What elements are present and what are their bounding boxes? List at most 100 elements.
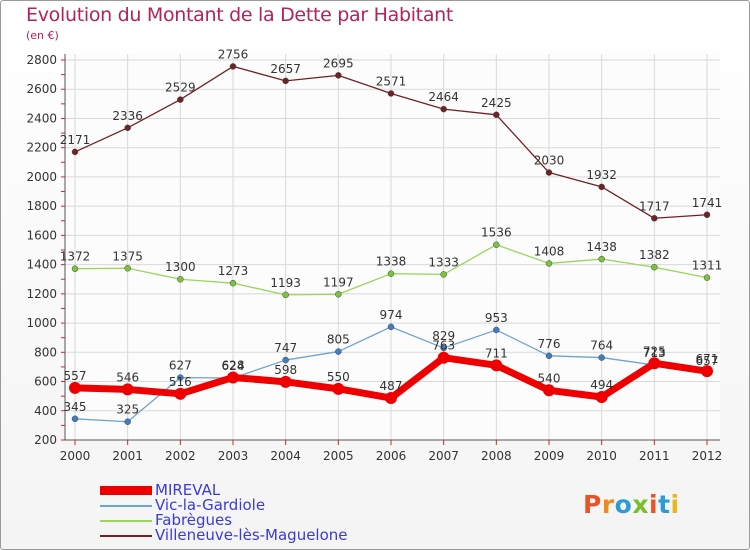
data-label-villeneuve-les-maguelone: 1932 xyxy=(586,168,617,182)
data-point-fabregues xyxy=(177,275,184,283)
data-label-vic-la-gardiole: 624 xyxy=(222,359,245,373)
legend-item-fabregues: Fabrègues xyxy=(100,513,348,528)
data-label-mireval: 598 xyxy=(274,363,297,377)
data-point-fabregues xyxy=(124,265,131,272)
logo-letter: o xyxy=(614,490,633,519)
data-label-villeneuve-les-maguelone: 2464 xyxy=(428,90,459,104)
data-point-villeneuve-les-maguelone xyxy=(493,111,500,119)
logo-letter: P xyxy=(583,490,602,519)
data-label-mireval: 763 xyxy=(432,339,455,353)
data-label-villeneuve-les-maguelone: 1741 xyxy=(692,196,723,210)
data-point-mireval xyxy=(69,381,81,394)
data-label-mireval: 546 xyxy=(116,370,139,384)
x-tick-label: 2002 xyxy=(165,449,196,463)
data-label-fabregues: 1311 xyxy=(692,259,723,273)
data-label-mireval: 540 xyxy=(538,371,561,385)
data-label-mireval: 711 xyxy=(485,346,508,360)
data-point-vic-la-gardiole xyxy=(387,323,395,331)
data-point-villeneuve-les-maguelone xyxy=(124,124,131,132)
data-point-vic-la-gardiole xyxy=(282,356,289,364)
data-point-fabregues xyxy=(703,274,711,281)
data-label-mireval: 494 xyxy=(590,378,613,392)
data-point-villeneuve-les-maguelone xyxy=(282,77,289,85)
legend-swatch-vic-la-gardiole xyxy=(100,504,152,507)
data-label-fabregues: 1338 xyxy=(376,255,407,269)
data-label-mireval: 487 xyxy=(380,379,403,393)
legend-item-vic-la-gardiole: Vic-la-Gardiole xyxy=(100,498,348,513)
data-point-villeneuve-les-maguelone xyxy=(703,211,711,219)
data-point-fabregues xyxy=(651,263,658,271)
proxiti-logo: Proxiti xyxy=(583,490,680,519)
y-tick-label: 2400 xyxy=(26,111,57,125)
data-point-mireval xyxy=(121,383,134,396)
data-label-vic-la-gardiole: 657 xyxy=(696,354,719,368)
data-label-vic-la-gardiole: 325 xyxy=(116,403,139,417)
data-label-fabregues: 1382 xyxy=(639,248,670,262)
x-tick-label: 2010 xyxy=(586,449,617,463)
x-tick-label: 2004 xyxy=(270,449,301,463)
data-point-fabregues xyxy=(545,260,553,267)
data-point-mireval xyxy=(648,357,661,370)
y-tick-label: 1600 xyxy=(26,228,57,242)
data-point-vic-la-gardiole xyxy=(177,374,184,381)
data-label-vic-la-gardiole: 747 xyxy=(274,341,297,355)
x-tick-label: 2006 xyxy=(376,449,407,463)
data-point-villeneuve-les-maguelone xyxy=(177,96,184,103)
data-point-villeneuve-les-maguelone xyxy=(229,63,237,70)
data-point-vic-la-gardiole xyxy=(598,354,605,361)
data-label-mireval: 550 xyxy=(327,370,350,384)
data-label-fabregues: 1375 xyxy=(112,249,143,263)
legend-item-villeneuve-les-maguelone: Villeneuve-lès-Maguelone xyxy=(100,528,348,543)
data-label-vic-la-gardiole: 829 xyxy=(432,329,455,343)
legend-label-fabregues: Fabrègues xyxy=(155,511,233,529)
y-tick-label: 2000 xyxy=(26,170,57,184)
data-label-villeneuve-les-maguelone: 1717 xyxy=(639,199,670,213)
data-label-mireval: 557 xyxy=(64,369,87,383)
data-point-mireval xyxy=(701,365,713,378)
data-label-vic-la-gardiole: 345 xyxy=(64,400,87,414)
data-point-villeneuve-les-maguelone xyxy=(335,72,342,79)
data-label-vic-la-gardiole: 713 xyxy=(643,346,666,360)
legend-swatch-fabregues xyxy=(100,519,152,522)
y-tick-label: 600 xyxy=(34,375,57,389)
data-point-fabregues xyxy=(229,279,237,287)
data-label-vic-la-gardiole: 953 xyxy=(485,311,508,325)
data-label-mireval: 516 xyxy=(169,375,192,389)
data-label-vic-la-gardiole: 627 xyxy=(169,359,192,373)
y-tick-label: 400 xyxy=(34,404,57,418)
logo-letter: i xyxy=(670,490,680,519)
data-point-fabregues xyxy=(335,291,342,298)
data-label-fabregues: 1273 xyxy=(218,264,249,278)
y-tick-label: 1800 xyxy=(26,199,57,213)
chart-title: Evolution du Montant de la Dette par Hab… xyxy=(26,4,454,26)
y-tick-label: 1400 xyxy=(26,258,57,272)
data-label-mireval: 725 xyxy=(643,344,666,358)
data-label-fabregues: 1197 xyxy=(323,275,354,289)
data-point-villeneuve-les-maguelone xyxy=(71,148,79,156)
x-tick-label: 2011 xyxy=(639,449,670,463)
data-label-fabregues: 1408 xyxy=(534,244,565,258)
data-label-mireval: 671 xyxy=(696,352,719,366)
data-point-villeneuve-les-maguelone xyxy=(651,215,658,222)
data-label-vic-la-gardiole: 776 xyxy=(538,337,561,351)
data-point-fabregues xyxy=(440,271,447,278)
data-point-mireval xyxy=(595,391,608,404)
data-point-villeneuve-les-maguelone xyxy=(387,90,395,97)
data-label-fabregues: 1300 xyxy=(165,260,196,274)
data-label-mireval: 628 xyxy=(222,358,245,372)
data-point-villeneuve-les-maguelone xyxy=(440,105,447,113)
data-point-vic-la-gardiole xyxy=(440,344,447,352)
legend: MIREVAL Vic-la-Gardiole Fabrègues Villen… xyxy=(100,483,348,543)
data-point-fabregues xyxy=(71,265,79,272)
data-point-mireval xyxy=(385,392,397,405)
data-point-mireval xyxy=(279,375,292,388)
x-tick-label: 2001 xyxy=(112,449,143,463)
logo-letter: x xyxy=(632,490,649,519)
data-label-villeneuve-les-maguelone: 2030 xyxy=(534,154,565,168)
data-point-vic-la-gardiole xyxy=(493,326,500,334)
x-tick-label: 2000 xyxy=(60,449,91,463)
data-label-fabregues: 1438 xyxy=(586,240,617,254)
data-point-villeneuve-les-maguelone xyxy=(545,169,553,176)
y-tick-label: 2800 xyxy=(26,53,57,67)
